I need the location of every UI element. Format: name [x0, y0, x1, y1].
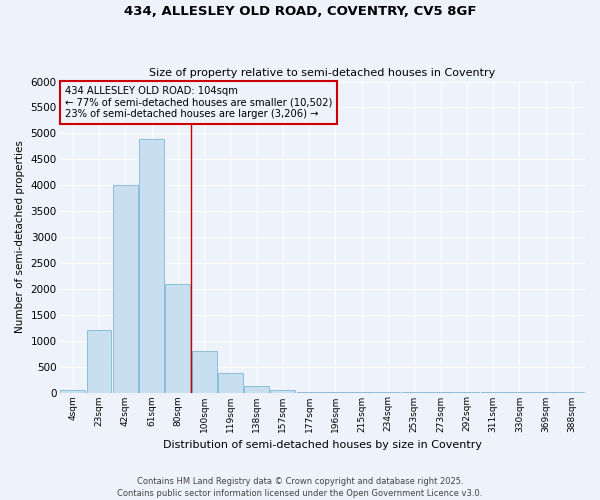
- Y-axis label: Number of semi-detached properties: Number of semi-detached properties: [15, 140, 25, 334]
- Title: Size of property relative to semi-detached houses in Coventry: Size of property relative to semi-detach…: [149, 68, 496, 78]
- Text: Contains HM Land Registry data © Crown copyright and database right 2025.
Contai: Contains HM Land Registry data © Crown c…: [118, 476, 482, 498]
- Bar: [244, 386, 269, 392]
- Bar: [139, 138, 164, 392]
- Text: 434 ALLESLEY OLD ROAD: 104sqm
← 77% of semi-detached houses are smaller (10,502): 434 ALLESLEY OLD ROAD: 104sqm ← 77% of s…: [65, 86, 332, 120]
- Text: 434, ALLESLEY OLD ROAD, COVENTRY, CV5 8GF: 434, ALLESLEY OLD ROAD, COVENTRY, CV5 8G…: [124, 5, 476, 18]
- Bar: [166, 284, 190, 393]
- Bar: [86, 330, 112, 392]
- Bar: [218, 374, 243, 392]
- Bar: [113, 185, 138, 392]
- Bar: [271, 390, 295, 392]
- X-axis label: Distribution of semi-detached houses by size in Coventry: Distribution of semi-detached houses by …: [163, 440, 482, 450]
- Bar: [60, 390, 85, 392]
- Bar: [191, 351, 217, 393]
